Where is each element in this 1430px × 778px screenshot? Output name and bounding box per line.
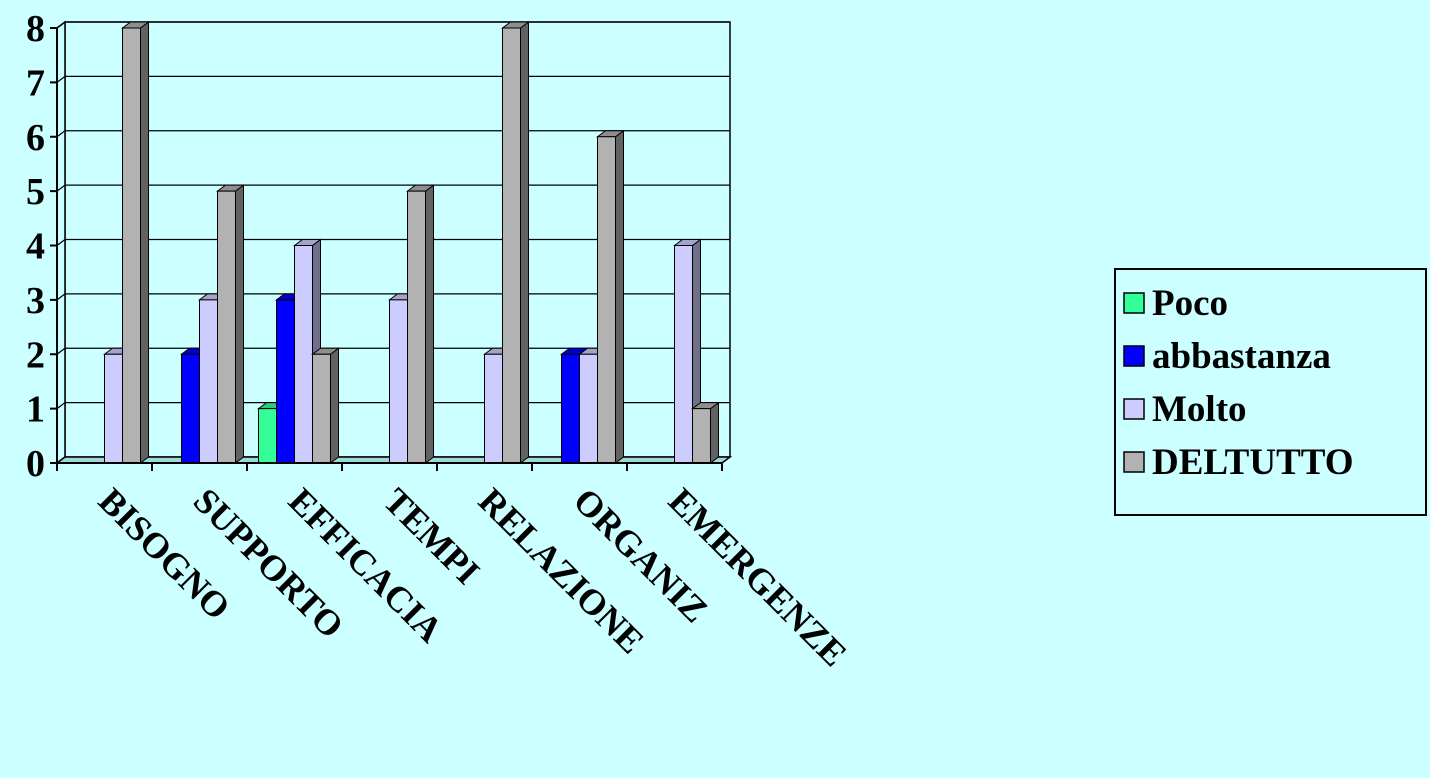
bar [596,129,625,464]
bar-front [579,353,598,464]
legend-label: Poco [1152,283,1228,324]
bar-front [674,245,693,464]
x-tick-label: RELAZIONE [471,480,652,661]
gridline [56,21,730,29]
bar-front [561,353,580,464]
y-tick-label: 8 [26,8,45,50]
bar [216,184,245,464]
y-tick-label: 1 [26,389,45,431]
bar-side [615,129,624,464]
bar-side [520,21,529,464]
legend-entry: Poco [1123,283,1228,324]
bar [501,21,530,464]
legend-swatch [1123,451,1145,473]
bar-front [276,299,295,464]
bar-front [597,136,616,464]
y-tick-label: 5 [26,171,45,213]
y-tick-label: 6 [26,117,45,159]
bar-side [235,184,244,464]
bar-front [484,353,503,464]
bar-front [692,408,711,464]
bar-front [104,353,123,464]
legend-label: DELTUTTO [1152,442,1354,483]
bar-front [199,299,218,464]
bar [121,21,150,464]
y-tick-label: 3 [26,280,45,322]
bar-side [140,21,149,464]
legend-swatch [1123,345,1145,367]
bar-front [294,245,313,464]
bar [406,184,435,464]
bar [311,347,340,464]
bar-side [710,401,719,464]
bar-side [425,184,434,464]
legend-swatch [1123,398,1145,420]
bar [691,401,720,464]
bar-front [181,353,200,464]
legend-entry: Molto [1123,389,1247,430]
legend-entry: abbastanza [1123,336,1331,377]
bar-front [312,353,331,464]
bar-front [502,27,521,464]
legend-swatch [1123,292,1145,314]
bar-side [330,347,339,464]
legend-frame [1114,268,1427,516]
bars [103,21,720,464]
legend-label: Molto [1152,389,1247,430]
bar-front [258,408,277,464]
bar-front [407,190,426,464]
bar-front [389,299,408,464]
bar-front [217,190,236,464]
y-tick-label: 7 [26,62,45,104]
legend-label: abbastanza [1152,336,1331,377]
y-tick-label: 4 [26,226,45,268]
y-tick-label: 2 [26,334,45,376]
legend: Poco abbastanza Molto DELTUTTO [1114,268,1427,516]
legend-entry: DELTUTTO [1123,442,1354,483]
y-tick-label: 0 [26,443,45,485]
bar-front [122,27,141,464]
